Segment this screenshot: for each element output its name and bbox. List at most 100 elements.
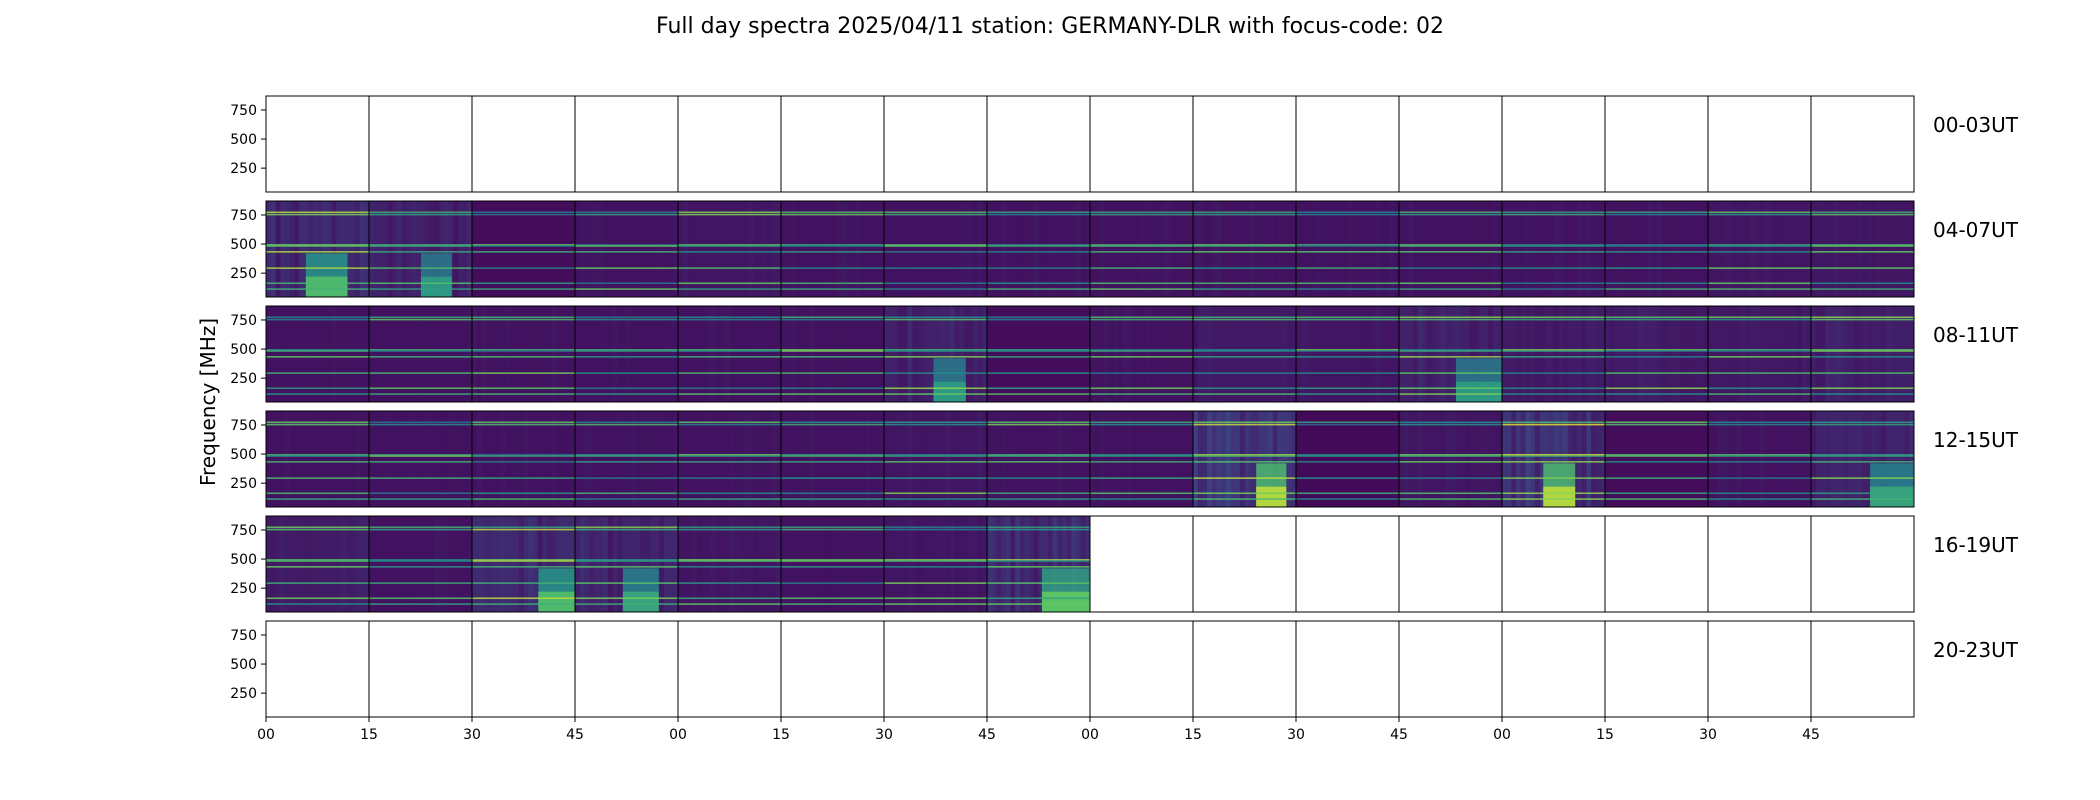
spectrum-panel [986,95,1091,193]
spectrum-panel [1810,620,1915,718]
spectrum-panel [677,305,782,403]
spectrum-panel [471,515,576,613]
spectrum-panel [471,305,576,403]
row-label: 16-19UT [1933,533,2019,557]
row-label: 04-07UT [1933,218,2019,242]
spectrum-panel [1501,200,1606,298]
x-tick-label: 15 [1184,727,1202,743]
spectrum-panel [471,200,576,298]
y-tick-label: 250 [230,686,257,702]
row-label: 08-11UT [1933,323,2019,347]
spectrum-panel [1604,515,1709,613]
spectrum-panel [780,620,885,718]
x-tick-label: 00 [1493,727,1511,743]
spectrum-panel [1501,620,1606,718]
spectrum-panel [986,620,1091,718]
y-tick-label: 250 [230,161,257,177]
spectrum-panel [883,515,988,613]
x-tick-label: 30 [1287,727,1305,743]
spectrum-panel [1810,95,1915,193]
spectrum-panel [574,620,679,718]
spectrum-panel [265,515,370,613]
y-tick-label: 750 [230,523,257,539]
spectrum-panel [677,410,782,508]
spectrum-panel [1707,200,1812,298]
spectrum-panel [883,200,988,298]
row-label: 20-23UT [1933,638,2019,662]
y-axis-label: Frequency [MHz] [196,318,220,486]
y-tick-label: 750 [230,418,257,434]
y-tick-label: 500 [230,342,257,358]
spectrum-panel [1810,410,1915,508]
y-tick-label: 250 [230,581,257,597]
spectrum-panel [1089,515,1194,613]
spectrum-panel [986,305,1091,403]
plot-area: 750 500 250 00-03UT 750 500 250 04-07UT 750 500 25… [230,95,2019,743]
spectrum-panel [1089,410,1194,508]
spectrum-panel [368,410,473,508]
y-tick-label: 250 [230,266,257,282]
spectrum-panel [368,95,473,193]
spectrum-panel [1089,95,1194,193]
spectrum-panel [1089,200,1194,298]
spectrum-panel [883,620,988,718]
spectrum-panel [1192,95,1297,193]
spectrum-panel [1295,515,1400,613]
x-tick-label: 30 [1699,727,1717,743]
spectrum-panel [1295,95,1400,193]
spectrum-panel [265,620,370,718]
spectrum-panel [1398,305,1503,403]
spectrum-panel [677,620,782,718]
spectrum-panel [368,515,473,613]
spectrum-panel [265,410,370,508]
spectrum-panel [574,515,679,613]
spectrum-panel [883,305,988,403]
y-tick-label: 500 [230,237,257,253]
x-tick-label: 45 [1390,727,1408,743]
spectrum-panel [677,200,782,298]
x-tick-label: 00 [669,727,687,743]
spectrum-panel [1192,305,1297,403]
spectrum-panel [1604,200,1709,298]
spectrum-panel [265,200,370,298]
spectrum-panel [883,95,988,193]
spectrum-panel [780,305,885,403]
spectrum-panel [1192,200,1297,298]
spectrum-panel [1398,620,1503,718]
spectrum-panel [780,515,885,613]
y-tick-label: 250 [230,371,257,387]
row-label: 12-15UT [1933,428,2019,452]
x-tick-label: 45 [566,727,584,743]
spectrum-panel [368,305,473,403]
spectrum-panel [1604,305,1709,403]
x-tick-label: 15 [1596,727,1614,743]
x-tick-label: 15 [360,727,378,743]
spectrum-panel [574,200,679,298]
spectrum-panel [1089,305,1194,403]
spectrum-panel [780,95,885,193]
spectrum-panel [265,95,370,193]
spectrum-panel [471,620,576,718]
spectrum-panel [677,95,782,193]
spectrum-panel [1192,620,1297,718]
spectrum-panel [1295,410,1400,508]
spectrum-panel [1501,95,1606,193]
spectrum-panel [677,515,782,613]
y-tick-label: 500 [230,552,257,568]
spectrum-panel [574,305,679,403]
spectrum-panel [1501,410,1606,508]
x-tick-label: 30 [463,727,481,743]
spectrum-panel [1501,515,1606,613]
spectrum-panel [1604,620,1709,718]
x-tick-label: 45 [1802,727,1820,743]
y-tick-label: 500 [230,657,257,673]
spectrum-panel [471,410,576,508]
spectrum-panel [1707,620,1812,718]
spectrum-panel [1295,305,1400,403]
spectrum-panel [574,410,679,508]
spectrum-panel [1089,620,1194,718]
spectrum-panel [1398,200,1503,298]
spectrum-panel [574,95,679,193]
spectrum-panel [1707,515,1812,613]
